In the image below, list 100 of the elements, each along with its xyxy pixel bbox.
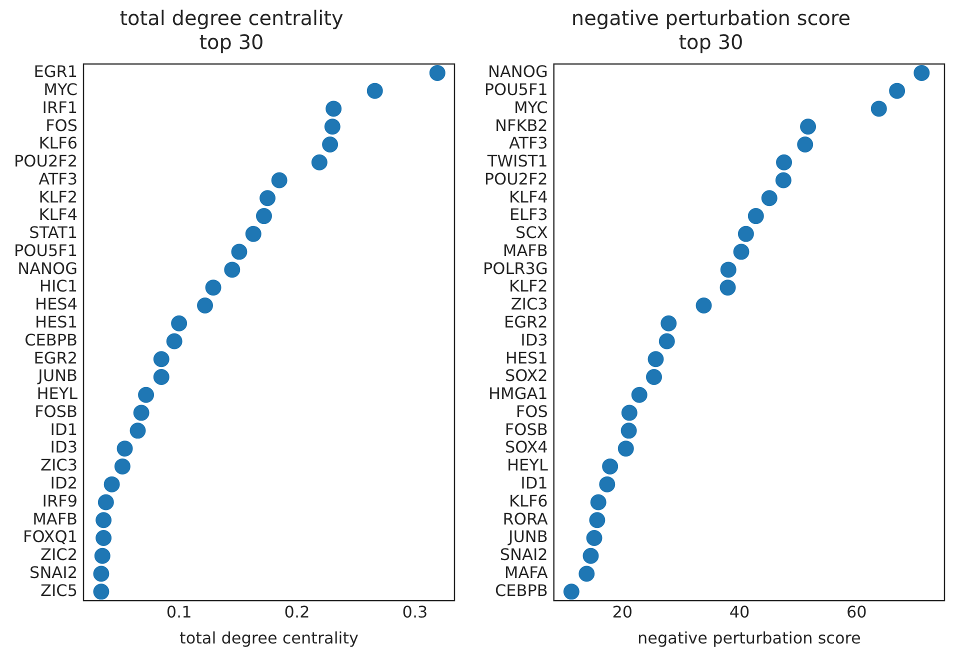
x-axis-title: total degree centrality bbox=[180, 628, 358, 648]
point bbox=[870, 100, 887, 117]
y-tick-label: KLF2 bbox=[509, 276, 548, 296]
point bbox=[138, 386, 154, 403]
x-tick-label: 60 bbox=[846, 602, 867, 622]
x-axis-title: negative perturbation score bbox=[638, 628, 861, 648]
y-tick-label: SNAI2 bbox=[500, 545, 548, 564]
point bbox=[311, 154, 328, 170]
y-tick-label: JUNB bbox=[37, 366, 78, 386]
point bbox=[93, 566, 110, 582]
y-tick-label: ZIC3 bbox=[510, 294, 548, 314]
point bbox=[775, 172, 792, 188]
y-tick-label: EGR1 bbox=[34, 62, 78, 82]
point bbox=[96, 530, 112, 546]
y-tick-label: CEBPB bbox=[24, 330, 78, 350]
y-tick-label: ID3 bbox=[50, 438, 78, 457]
y-tick-label: MYC bbox=[514, 98, 548, 117]
point bbox=[429, 64, 446, 81]
y-tick-label: MAFB bbox=[502, 240, 548, 260]
point bbox=[93, 584, 110, 600]
y-tick-label: MAFB bbox=[32, 509, 78, 528]
point bbox=[205, 280, 222, 296]
point bbox=[366, 82, 383, 99]
y-tick-label: HEYL bbox=[507, 456, 548, 475]
y-tick-label: EGR2 bbox=[34, 348, 78, 368]
point bbox=[720, 280, 736, 296]
point bbox=[324, 118, 340, 135]
point bbox=[599, 476, 616, 492]
point bbox=[130, 422, 146, 439]
y-tick-label: ELF3 bbox=[509, 205, 548, 224]
x-tick-label: 0.3 bbox=[402, 602, 428, 622]
y-tick-label: POU5F1 bbox=[484, 80, 548, 99]
point bbox=[563, 584, 580, 600]
point bbox=[256, 208, 272, 224]
y-tick-label: ATF3 bbox=[508, 134, 548, 153]
y-tick-label: IRF9 bbox=[42, 491, 78, 510]
point bbox=[245, 226, 262, 242]
point bbox=[589, 512, 606, 528]
point bbox=[646, 369, 662, 386]
point bbox=[96, 512, 112, 528]
point bbox=[260, 190, 276, 206]
y-tick-label: FOXQ1 bbox=[23, 527, 78, 546]
point bbox=[889, 82, 906, 99]
y-tick-label: ID1 bbox=[50, 420, 78, 439]
y-tick-label: SOX2 bbox=[504, 366, 548, 386]
y-tick-label: FOS bbox=[516, 402, 548, 421]
y-tick-label: ID3 bbox=[520, 330, 548, 350]
y-tick-label: ZIC5 bbox=[40, 580, 78, 600]
point bbox=[153, 369, 170, 386]
point bbox=[660, 315, 677, 332]
point bbox=[748, 208, 764, 224]
y-tick-label: MAFA bbox=[504, 562, 548, 582]
y-tick-label: JUNB bbox=[507, 527, 548, 546]
point bbox=[224, 262, 240, 278]
point bbox=[166, 333, 182, 350]
y-tick-label: TWIST1 bbox=[486, 152, 548, 171]
point bbox=[326, 100, 342, 117]
point bbox=[94, 548, 110, 564]
point bbox=[800, 118, 816, 135]
y-tick-label: IRF1 bbox=[42, 98, 78, 117]
x-tick-label: 0.1 bbox=[166, 602, 192, 622]
point bbox=[231, 244, 248, 260]
point bbox=[271, 172, 288, 188]
point bbox=[776, 154, 792, 170]
y-tick-label: ZIC2 bbox=[40, 545, 78, 564]
point bbox=[621, 404, 638, 421]
y-tick-label: POU2F2 bbox=[484, 169, 548, 188]
y-tick-label: HIC1 bbox=[39, 276, 78, 296]
point bbox=[658, 333, 675, 350]
y-tick-label: SNAI2 bbox=[30, 562, 78, 582]
chart-title: negative perturbation score top 30 bbox=[571, 6, 851, 54]
y-tick-label: MYC bbox=[44, 80, 78, 99]
point bbox=[578, 566, 595, 582]
point bbox=[98, 494, 114, 510]
y-tick-label: SCX bbox=[516, 223, 548, 242]
y-tick-label: RORA bbox=[502, 509, 548, 528]
y-tick-label: FOS bbox=[46, 116, 78, 135]
y-tick-label: KLF4 bbox=[38, 205, 78, 224]
point bbox=[738, 226, 754, 242]
y-tick-label: POU5F1 bbox=[14, 240, 78, 260]
y-tick-label: HES4 bbox=[35, 294, 78, 314]
y-tick-label: HES1 bbox=[35, 312, 78, 332]
point bbox=[114, 458, 130, 474]
point bbox=[133, 404, 150, 421]
point bbox=[171, 315, 188, 332]
point bbox=[620, 422, 637, 439]
point bbox=[797, 136, 814, 152]
point bbox=[914, 64, 930, 81]
point bbox=[648, 351, 664, 368]
y-tick-label: KLF2 bbox=[38, 187, 78, 206]
point bbox=[322, 136, 338, 152]
point bbox=[733, 244, 750, 260]
y-tick-label: ID2 bbox=[50, 473, 78, 492]
y-tick-label: CEBPB bbox=[494, 580, 548, 600]
y-tick-label: HES1 bbox=[505, 348, 548, 368]
y-tick-label: NANOG bbox=[488, 62, 548, 82]
y-tick-label: KLF6 bbox=[509, 491, 548, 510]
y-tick-label: KLF4 bbox=[509, 187, 548, 206]
y-tick-label: ATF3 bbox=[38, 169, 78, 188]
y-tick-label: STAT1 bbox=[29, 223, 78, 242]
